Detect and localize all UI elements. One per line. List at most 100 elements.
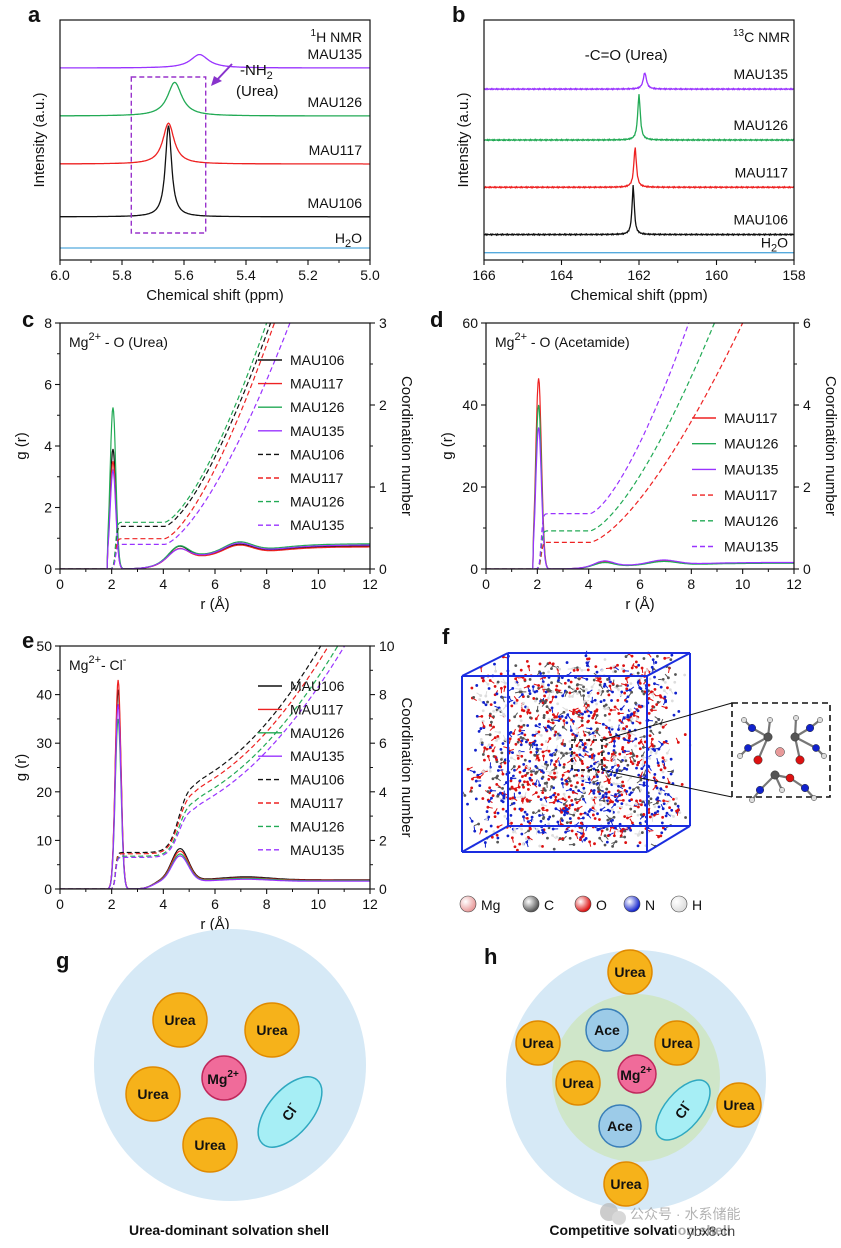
md-atom <box>532 697 536 700</box>
md-atom <box>538 844 542 848</box>
md-atom <box>674 691 678 695</box>
md-atom <box>544 690 548 694</box>
md-atom <box>527 664 531 668</box>
md-atom <box>526 711 530 714</box>
md-atom <box>573 811 577 815</box>
md-atom <box>510 756 513 760</box>
md-atom <box>568 779 572 783</box>
x-tick-label: 5.8 <box>112 267 132 283</box>
md-atom <box>598 760 602 764</box>
md-atom <box>600 829 604 833</box>
md-atom <box>510 821 513 825</box>
md-atom <box>495 833 499 837</box>
md-atom <box>502 796 506 800</box>
md-atom <box>672 797 675 801</box>
md-atom <box>616 699 620 702</box>
md-atom <box>625 790 629 793</box>
md-atom <box>567 678 570 682</box>
md-atom <box>556 799 560 803</box>
md-atom <box>571 695 574 698</box>
md-atom <box>639 687 643 691</box>
md-atom <box>496 794 500 798</box>
md-atom <box>568 695 572 698</box>
md-atom <box>520 708 524 712</box>
md-atom <box>474 779 478 783</box>
md-atom <box>599 700 603 704</box>
md-atom <box>659 768 663 772</box>
md-atom <box>539 819 543 823</box>
md-atom <box>584 688 588 691</box>
md-atom <box>534 791 538 795</box>
md-atom <box>598 818 601 821</box>
md-atom <box>518 690 522 694</box>
md-atom <box>533 739 537 743</box>
md-atom <box>526 706 530 709</box>
md-atom <box>601 722 605 726</box>
md-atom <box>601 690 605 693</box>
mg-main: Mg <box>207 1071 227 1087</box>
md-atom <box>624 759 628 763</box>
md-atom <box>535 743 539 747</box>
md-atom <box>603 713 607 717</box>
md-atom <box>475 714 479 718</box>
md-atom <box>576 809 579 812</box>
panel-b: MAU135 MAU126 MAU117 MAU106 H2O 166 164 162 160 1… <box>452 2 806 304</box>
md-atom <box>546 763 549 767</box>
md-atom <box>551 721 555 725</box>
md-atom <box>588 840 592 844</box>
md-atom <box>625 767 629 771</box>
md-atom <box>654 751 658 755</box>
md-atom <box>589 747 593 751</box>
cl-ion <box>655 1079 711 1141</box>
x-tick-label: 6 <box>211 896 219 912</box>
md-atom <box>663 766 667 770</box>
md-atom <box>556 736 560 740</box>
md-atom <box>521 775 524 778</box>
md-atom <box>508 737 512 741</box>
md-atom <box>572 774 576 778</box>
md-atom <box>580 829 584 833</box>
md-atom <box>542 671 545 675</box>
md-atom <box>586 703 590 707</box>
md-atom <box>570 799 574 802</box>
x-tick-label: 8 <box>263 576 271 592</box>
md-atom <box>560 751 563 755</box>
md-atom <box>548 737 552 740</box>
x-axis-label: r (Å) <box>625 596 654 613</box>
y-axis-label: Intensity (a.u.) <box>31 92 48 187</box>
md-atom <box>663 680 667 684</box>
md-atom <box>523 780 526 784</box>
acetamide-molecule-label: Ace <box>607 1118 633 1134</box>
md-atom <box>565 804 568 808</box>
md-atom <box>535 689 539 693</box>
md-atom <box>518 791 522 795</box>
legend-atom-c <box>522 895 540 913</box>
md-atom <box>527 766 531 770</box>
md-atom <box>482 725 486 728</box>
md-atom <box>503 814 507 818</box>
series-label-mau117: MAU117 <box>735 164 789 180</box>
md-atom <box>527 829 531 833</box>
md-atom <box>490 743 494 747</box>
md-atom <box>528 776 532 780</box>
md-atom <box>647 697 651 700</box>
panel-d: MAU117 MAU126 MAU135 MAU117 MAU126 MAU135 0 2 4 6… <box>430 307 839 613</box>
md-atom <box>521 783 525 787</box>
md-atom <box>623 729 626 733</box>
legend-atom-mg <box>459 895 477 913</box>
md-atom <box>519 668 523 672</box>
md-atom <box>661 725 665 729</box>
md-atom <box>488 723 492 727</box>
md-atom <box>504 704 508 708</box>
md-atom <box>555 771 559 775</box>
md-atom <box>558 667 562 671</box>
zoom-atom <box>779 787 785 793</box>
md-atom <box>581 779 585 783</box>
md-atom <box>582 685 585 689</box>
md-atom <box>662 776 665 779</box>
md-atom <box>653 805 657 809</box>
md-atom <box>613 803 617 806</box>
zoom-atom <box>795 755 805 765</box>
md-atom <box>598 677 602 680</box>
series-line-dashed-mau135 <box>486 323 690 569</box>
